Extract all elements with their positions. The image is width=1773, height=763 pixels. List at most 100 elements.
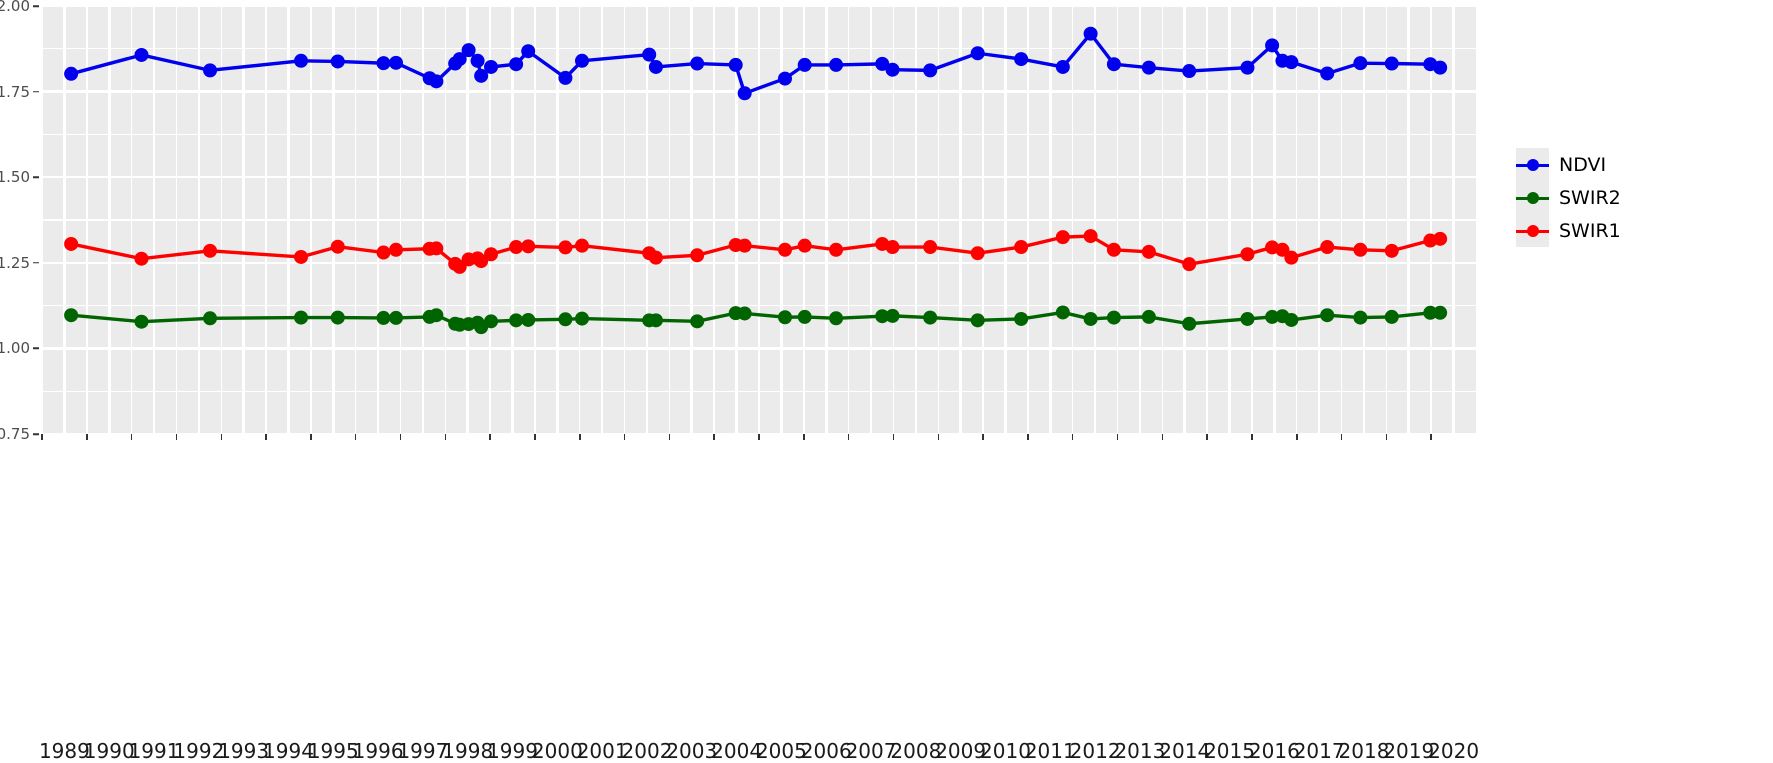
data-point [330, 54, 345, 69]
gridline-minor-vertical [444, 6, 446, 434]
plot-panel [42, 6, 1476, 434]
y-axis-tick-mark [33, 347, 39, 350]
data-point [923, 240, 938, 255]
legend-item-ndvi[interactable]: NDVI [1516, 148, 1656, 181]
data-point [737, 86, 752, 101]
gridline-major-vertical [1228, 6, 1231, 434]
legend-item-label: SWIR1 [1559, 219, 1621, 242]
y-axis-tick-mark [33, 5, 39, 7]
data-point [923, 63, 938, 78]
legend-item-label: NDVI [1559, 153, 1607, 176]
x-axis-tick-label: 2018 [1338, 739, 1390, 763]
x-axis-tick-mark [1161, 434, 1164, 440]
gridline-major-vertical [1452, 6, 1455, 434]
data-point [330, 310, 345, 325]
x-axis-tick-label: 1993 [218, 739, 270, 763]
data-point [521, 239, 536, 254]
gridline-minor-vertical [354, 6, 357, 434]
data-point [574, 53, 589, 68]
gridline-minor-vertical [758, 6, 760, 434]
data-point [1320, 66, 1335, 81]
data-point [509, 313, 524, 328]
legend-item-swir1[interactable]: SWIR1 [1516, 214, 1656, 247]
gridline-minor-vertical [1251, 6, 1253, 434]
series-line [69, 310, 1442, 329]
gridline-major-vertical [914, 6, 918, 434]
data-point [797, 238, 812, 253]
data-point [1284, 250, 1299, 265]
gridline-minor-vertical [42, 6, 43, 434]
gridline-minor-vertical [489, 6, 491, 434]
gridline-major-vertical [287, 6, 290, 434]
gridline-major-vertical [1362, 6, 1366, 434]
data-point [1182, 316, 1197, 331]
data-point [1014, 52, 1029, 67]
x-axis-tick-label: 2002 [621, 739, 673, 763]
x-axis-tick-label: 1991 [128, 739, 180, 763]
gridline-minor-vertical [534, 6, 536, 434]
x-axis-tick-mark [444, 434, 447, 440]
data-point [777, 310, 792, 325]
data-point [134, 47, 149, 62]
x-axis-tick-label: 1992 [173, 739, 225, 763]
data-point [1141, 60, 1156, 75]
data-point [1353, 242, 1368, 257]
data-point [1014, 311, 1029, 326]
x-axis-tick-mark [175, 434, 178, 440]
x-axis-tick-mark [220, 434, 222, 440]
x-axis: 1989 1990 1991 1992 1993 1994 1995 1996 1997 1998… [39, 434, 1479, 763]
data-point [1055, 230, 1070, 245]
data-point [558, 240, 573, 255]
gridline-major-vertical [780, 6, 783, 434]
y-axis-tick-mark [33, 176, 39, 178]
x-axis-tick-label: 2016 [1248, 739, 1300, 763]
x-axis-tick-mark [489, 434, 491, 440]
x-axis-tick-label: 1999 [487, 739, 538, 763]
data-point [294, 53, 309, 68]
x-axis-tick-label: 1995 [307, 739, 359, 763]
x-axis-tick-mark [937, 434, 939, 440]
gridline-minor-vertical [892, 6, 895, 434]
x-axis-tick-label: 2007 [845, 739, 897, 763]
gridline-minor-vertical [1296, 6, 1298, 434]
data-point [1433, 231, 1448, 246]
x-axis-tick-label: 1998 [442, 739, 494, 763]
data-point [885, 308, 900, 323]
data-point [203, 243, 218, 258]
data-point [389, 55, 404, 70]
data-point [923, 310, 938, 325]
x-axis-tick-label: 2009 [935, 739, 987, 763]
gridline-major-vertical [107, 6, 111, 434]
data-point [1384, 56, 1399, 71]
data-point [875, 56, 890, 71]
x-axis-tick-mark [668, 434, 671, 440]
data-point [429, 74, 444, 89]
data-point [1353, 310, 1368, 325]
gridline-major-vertical [331, 6, 335, 434]
data-point [1141, 244, 1156, 259]
data-point [134, 251, 149, 266]
data-point [484, 59, 499, 74]
x-axis-tick-mark [847, 434, 850, 440]
gridline-minor-vertical [713, 6, 715, 434]
data-point [797, 57, 812, 72]
x-axis-tick-mark [534, 434, 536, 440]
data-point [1083, 229, 1098, 244]
gridline-minor-vertical [399, 6, 402, 434]
data-point [728, 57, 743, 72]
data-point [1284, 55, 1299, 70]
data-point [875, 309, 890, 324]
x-axis-tick-mark [579, 434, 581, 440]
data-point [1106, 57, 1121, 72]
gridline-major-vertical [959, 6, 962, 434]
gridline-major-vertical [645, 6, 649, 434]
data-point [829, 242, 844, 257]
x-axis-tick-label: 1990 [83, 739, 135, 763]
data-point [294, 310, 309, 325]
data-point [1014, 240, 1029, 255]
data-point [429, 308, 444, 323]
data-point [203, 63, 218, 78]
data-point [452, 52, 467, 67]
legend-item-swir2[interactable]: SWIR2 [1516, 181, 1656, 214]
gridline-minor-vertical [1027, 6, 1029, 434]
